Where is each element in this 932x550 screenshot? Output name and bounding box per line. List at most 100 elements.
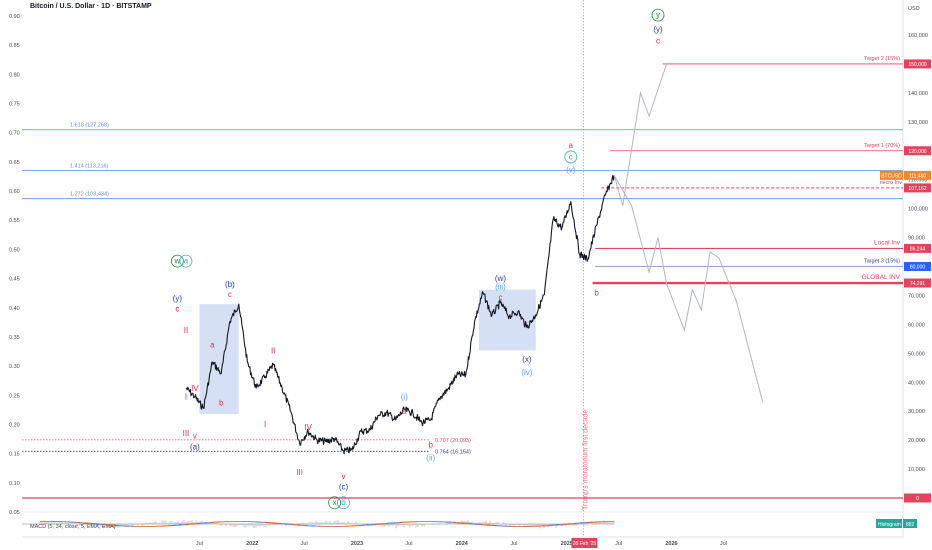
left-tick-label: 0.40 — [9, 306, 20, 312]
wave-label: y — [656, 11, 660, 20]
price-tag-label: 120,000 — [908, 149, 926, 155]
wave-label: IV — [191, 384, 199, 393]
wave-label: a — [210, 341, 215, 350]
level-label: Target 1 (70%) — [864, 143, 900, 149]
left-tick-label: 0.10 — [9, 481, 20, 487]
price-series — [185, 175, 615, 455]
price-tag-label: 0 — [916, 496, 919, 502]
histogram-value-tag — [903, 519, 917, 528]
wave-label: II — [271, 346, 275, 355]
x-tick-label: Jul — [301, 541, 308, 547]
projection-down-path — [613, 175, 764, 403]
wave-label: I — [264, 420, 266, 429]
left-tick-label: 0.15 — [9, 452, 20, 458]
left-tick-label: 0.70 — [9, 131, 20, 137]
wave-label: (v) — [566, 165, 576, 174]
left-tick-label: 0.85 — [9, 43, 20, 49]
price-tag — [904, 262, 931, 271]
right-axis: USD 160,000 150,000 140,000 130,000 120,000 11… — [908, 6, 928, 502]
x-tick-label: Jul — [720, 541, 727, 547]
projection-up-path — [613, 63, 668, 206]
fib-level-label: 0.707 (20,093) — [435, 438, 471, 444]
wave-circle — [337, 496, 350, 510]
macd-panel: MACD (5, 34, close, 5, EMA, EMA) Histogra… — [22, 511, 917, 530]
plot-area[interactable] — [22, 0, 903, 537]
left-tick-label: 0.20 — [9, 422, 20, 428]
left-tick-label: 0.75 — [9, 102, 20, 108]
wave-label: a — [184, 257, 189, 266]
price-tag-label: 74,291 — [910, 281, 926, 287]
x-tick-label: 2024 — [456, 541, 469, 547]
symbol-label: BTCUSD — [881, 173, 902, 179]
wave-label: b — [341, 498, 346, 507]
left-tick-label: 0.35 — [9, 335, 20, 341]
wave-label: (i) — [401, 393, 408, 402]
fib-level-label: 1.414 (113,216) — [70, 163, 109, 169]
wave-label: (ii) — [426, 453, 435, 462]
histogram-label: Histogram — [878, 522, 901, 528]
wave-label: (y) — [653, 25, 663, 34]
right-tick-label: 40,000 — [908, 380, 925, 386]
wave-label: (x) — [522, 355, 532, 364]
x-tick-label: Jul — [615, 541, 622, 547]
wave-label: III — [183, 429, 190, 438]
x-tick-label: 2025 — [561, 541, 573, 547]
x-tick-label: 2023 — [351, 541, 363, 547]
event-date-tag — [571, 538, 598, 548]
left-axis: 0.90 0.85 0.80 0.75 0.70 0.65 0.60 0.55 0.50 0.45… — [9, 14, 20, 516]
correction-box — [478, 289, 536, 351]
right-tick-label: 160,000 — [908, 33, 928, 39]
wave-label: v — [193, 432, 197, 441]
right-tick-label: 30,000 — [908, 409, 925, 415]
right-tick-label: 110,000 — [908, 178, 927, 184]
wave-label: a — [569, 141, 574, 150]
wave-circle — [170, 254, 184, 268]
x-tick-label: Jul — [405, 541, 412, 547]
wave-label: c — [498, 293, 502, 302]
left-tick-label: 0.80 — [9, 72, 20, 78]
wave-label: b — [429, 440, 434, 449]
price-tag — [904, 243, 931, 253]
chart-title: Bitcoin / U.S. Dollar · 1D · BITSTAMP — [30, 3, 152, 10]
wave-label: I — [185, 393, 187, 402]
event-label: Trump's moratorium first decade — [582, 410, 589, 510]
wave-circle — [179, 254, 193, 268]
wave-label: (iii) — [495, 283, 506, 292]
wave-label: c — [228, 290, 232, 299]
right-tick-label: 140,000 — [908, 91, 928, 97]
right-tick-label: 10,000 — [908, 467, 925, 473]
wave-label: x — [333, 498, 337, 507]
left-tick-label: 0.25 — [9, 393, 20, 399]
left-tick-label: 0.45 — [9, 277, 20, 283]
x-tick-label: 2026 — [665, 541, 677, 547]
wave-label: II — [184, 326, 188, 335]
x-tick-label: Jul — [196, 541, 203, 547]
wave-label: (w) — [495, 274, 506, 283]
left-tick-label: 0.65 — [9, 160, 20, 166]
right-tick-label: 100,000 — [908, 207, 928, 213]
price-tag-label: 80,000 — [910, 265, 926, 271]
fib-level-label: 0.764 (16,154) — [435, 449, 471, 455]
left-tick-label: 0.60 — [9, 189, 20, 195]
price-tag — [904, 183, 931, 193]
level-label: Local Inv — [874, 239, 901, 246]
level-label: GLOBAL INV — [862, 274, 901, 281]
wave-label: c — [656, 37, 660, 46]
right-tick-label: 20,000 — [908, 438, 925, 444]
price-tag — [904, 146, 931, 156]
wave-label: b — [594, 288, 599, 297]
price-tag — [904, 493, 931, 503]
x-tick-label: 2022 — [246, 541, 258, 547]
left-tick-label: 0.55 — [9, 218, 20, 224]
price-line — [185, 175, 615, 455]
wave-circle — [651, 8, 665, 22]
price-tag-label: 107,162 — [908, 186, 926, 192]
symbol-tag — [880, 170, 903, 180]
histogram-tag — [876, 519, 902, 528]
right-tick-label: 60,000 — [908, 322, 925, 328]
x-axis: Jul 2022 Jul 2023 Jul 2024 Jul 2025 Jul 2026 Jul — [196, 541, 727, 547]
current-price-label: 111,480 — [909, 173, 927, 179]
price-tag — [904, 278, 931, 288]
right-tick-label: 70,000 — [908, 293, 925, 299]
